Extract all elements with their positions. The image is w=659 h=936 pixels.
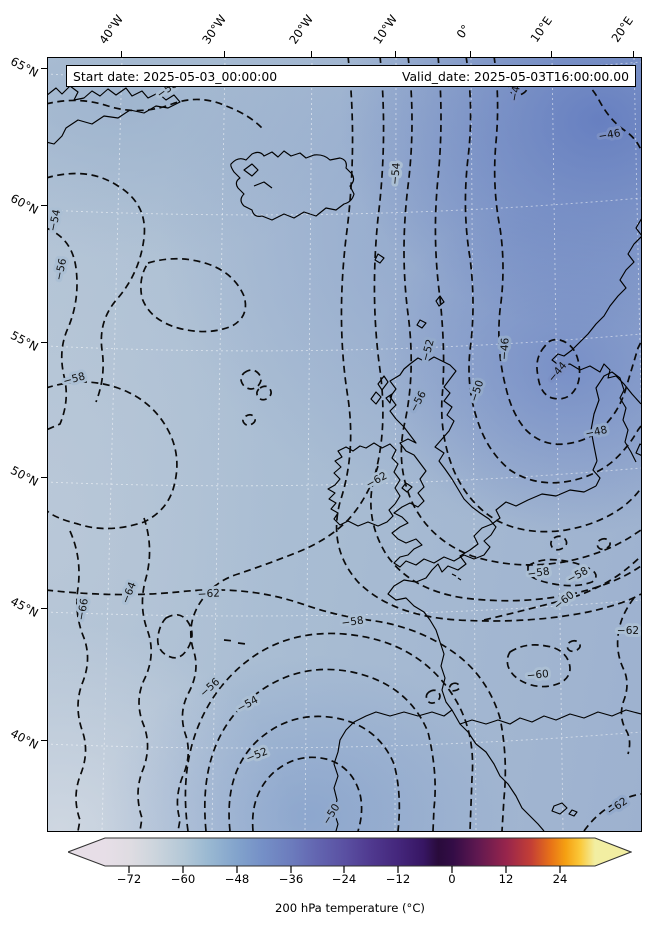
contour-label: −48 (584, 424, 608, 440)
contour-label: −58 (527, 566, 551, 581)
lat-tick (41, 205, 47, 207)
colorbar-tick-label: −72 (116, 872, 142, 886)
contour-label: −56 (408, 389, 429, 414)
valid-date-text: Valid_date: 2025-05-03T16:00:00.00 (401, 68, 629, 84)
contour-label: −56 (198, 676, 223, 700)
colorbar-gradient (68, 837, 632, 867)
colorbar-tick-label: 24 (552, 872, 568, 886)
lon-tick (224, 51, 226, 57)
lon-label: 20°E (608, 13, 636, 45)
contour-label: −62 (617, 625, 639, 637)
lon-label: 30°W (199, 12, 230, 47)
graticule (48, 58, 641, 831)
contour-label: −46 (598, 127, 622, 143)
colorbar-tick-label: −60 (170, 872, 196, 886)
start-date-text: Start date: 2025-05-03_00:00:00 (73, 68, 278, 84)
contour-label: −54 (389, 162, 403, 185)
contour-label: −44 (546, 359, 570, 384)
contour-label: −52 (244, 746, 269, 765)
lat-label: 55°N (8, 328, 41, 355)
lat-tick (41, 740, 47, 742)
map-layers: −56 −54 −56 −58 −54 −46 −48 −46 −44 −48 … (48, 58, 641, 831)
colorbar-tick-label: 0 (448, 872, 456, 886)
contour-label: −52 (419, 338, 436, 363)
colorbar-tick-label: −12 (385, 872, 411, 886)
contour-label: −62 (197, 587, 220, 600)
contour-label: −64 (120, 580, 140, 605)
contour-label: −58 (341, 615, 365, 630)
contour-label: −62 (605, 795, 630, 818)
contour-label: −54 (48, 208, 63, 232)
lat-tick (41, 477, 47, 479)
colorbar-tick-label: −48 (224, 872, 250, 886)
lat-tick (41, 68, 47, 70)
lon-label: 40°W (96, 12, 127, 47)
lat-label: 40°N (8, 726, 41, 753)
lon-tick (395, 51, 397, 57)
colorbar (68, 837, 632, 873)
contour-label: −60 (552, 589, 577, 612)
contour-labels: −56 −54 −56 −58 −54 −46 −48 −46 −44 −48 … (48, 75, 641, 830)
contour-label: −58 (62, 370, 87, 387)
contour-label: −54 (235, 694, 260, 715)
colorbar-tick-label: 12 (498, 872, 514, 886)
contour-label: −60 (526, 668, 549, 682)
coastlines (48, 85, 641, 831)
lon-tick (633, 51, 635, 57)
contour-label: −62 (364, 470, 389, 491)
lon-label: 10°E (527, 13, 555, 45)
contour-label: −56 (53, 257, 69, 281)
lon-label: 20°W (286, 12, 317, 47)
lat-label: 45°N (8, 594, 41, 621)
colorbar-unit-label: 200 hPa temperature (°C) (275, 901, 425, 915)
contour-label: −46 (498, 337, 511, 360)
lat-tick (41, 342, 47, 344)
contour-label: −50 (468, 379, 486, 404)
lon-label: 10°W (370, 12, 401, 47)
lat-label: 50°N (8, 463, 41, 490)
lon-tick (470, 51, 472, 57)
lat-tick (41, 608, 47, 610)
temperature-contours (48, 58, 641, 831)
colorbar-ticks (128, 866, 561, 873)
contour-label: −50 (320, 802, 342, 827)
colorbar-tick-label: −24 (331, 872, 357, 886)
lon-label: 0° (453, 22, 473, 41)
lon-tick (551, 51, 553, 57)
lon-tick (311, 51, 313, 57)
colorbar-tick-label: −36 (278, 872, 304, 886)
contour-label: −66 (75, 597, 91, 621)
title-bar: Start date: 2025-05-03_00:00:00 Valid_da… (66, 65, 636, 87)
lon-tick (121, 51, 123, 57)
lat-label: 60°N (8, 191, 41, 218)
map-canvas: −56 −54 −56 −58 −54 −46 −48 −46 −44 −48 … (47, 57, 642, 832)
lat-label: 65°N (8, 54, 41, 81)
